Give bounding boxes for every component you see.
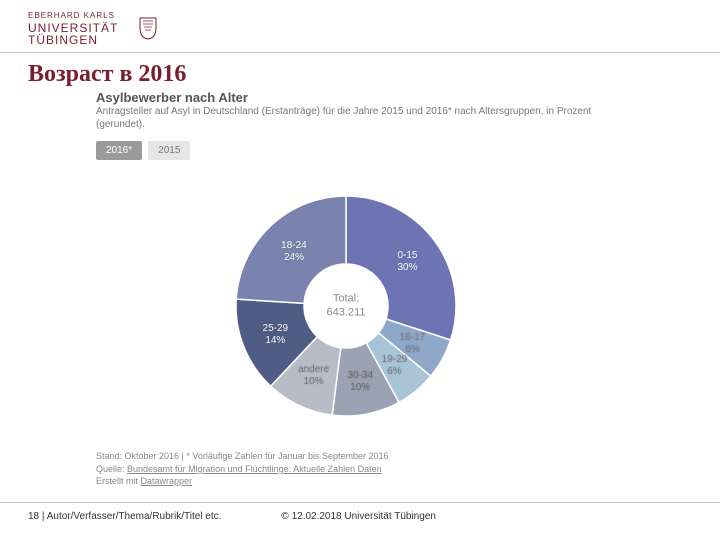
slice-label-18-24: 18-2424% [270, 240, 318, 264]
tool-link[interactable]: Datawrapper [141, 476, 193, 486]
donut-center: Total: 643.211 [327, 292, 366, 321]
footnote-tool: Erstellt mit Datawrapper [96, 475, 596, 488]
university-crest-icon [138, 16, 158, 40]
tab-2016[interactable]: 2016* [96, 141, 142, 160]
header: EBERHARD KARLS UNIVERSITÄT TÜBINGEN [0, 0, 720, 53]
footer-left: 18 | Autor/Verfasser/Thema/Rubrik/Titel … [28, 511, 221, 522]
slice-label-16-17: 16-176% [389, 332, 437, 356]
year-tabs: 2016* 2015 [96, 141, 596, 160]
donut-chart: Total: 643.211 0-1530%16-176%19-296%30-3… [206, 166, 486, 446]
chart-subtitle: Antragsteller auf Asyl in Deutschland (E… [96, 105, 596, 131]
slide-title: Возраст в 2016 [0, 53, 720, 90]
slice-label-25-29: 25-2914% [251, 323, 299, 347]
logo-line-3: TÜBINGEN [28, 34, 118, 46]
slice-label-andere: andere10% [290, 364, 338, 388]
footer-right: © 12.02.2018 Universität Tübingen [281, 511, 436, 522]
slice-label-30-34: 30-3410% [336, 370, 384, 394]
chart-block: Asylbewerber nach Alter Antragsteller au… [96, 90, 596, 488]
chart-title: Asylbewerber nach Alter [96, 90, 596, 105]
footnote-source: Quelle: Bundesamt für Migration und Flüc… [96, 463, 596, 476]
footnote-stand: Stand: Oktober 2016 | * Vorläufige Zahle… [96, 450, 596, 463]
tab-2015[interactable]: 2015 [148, 141, 190, 160]
source-link[interactable]: Bundesamt für Migration und Flüchtlinge:… [127, 464, 382, 474]
university-logo-text: EBERHARD KARLS UNIVERSITÄT TÜBINGEN [28, 10, 118, 46]
slide-footer: 18 | Autor/Verfasser/Thema/Rubrik/Titel … [0, 502, 720, 522]
center-label: Total: [327, 292, 366, 306]
center-value: 643.211 [327, 306, 366, 320]
chart-footnotes: Stand: Oktober 2016 | * Vorläufige Zahle… [96, 450, 596, 488]
slice-label-0-15: 0-1530% [383, 250, 431, 274]
